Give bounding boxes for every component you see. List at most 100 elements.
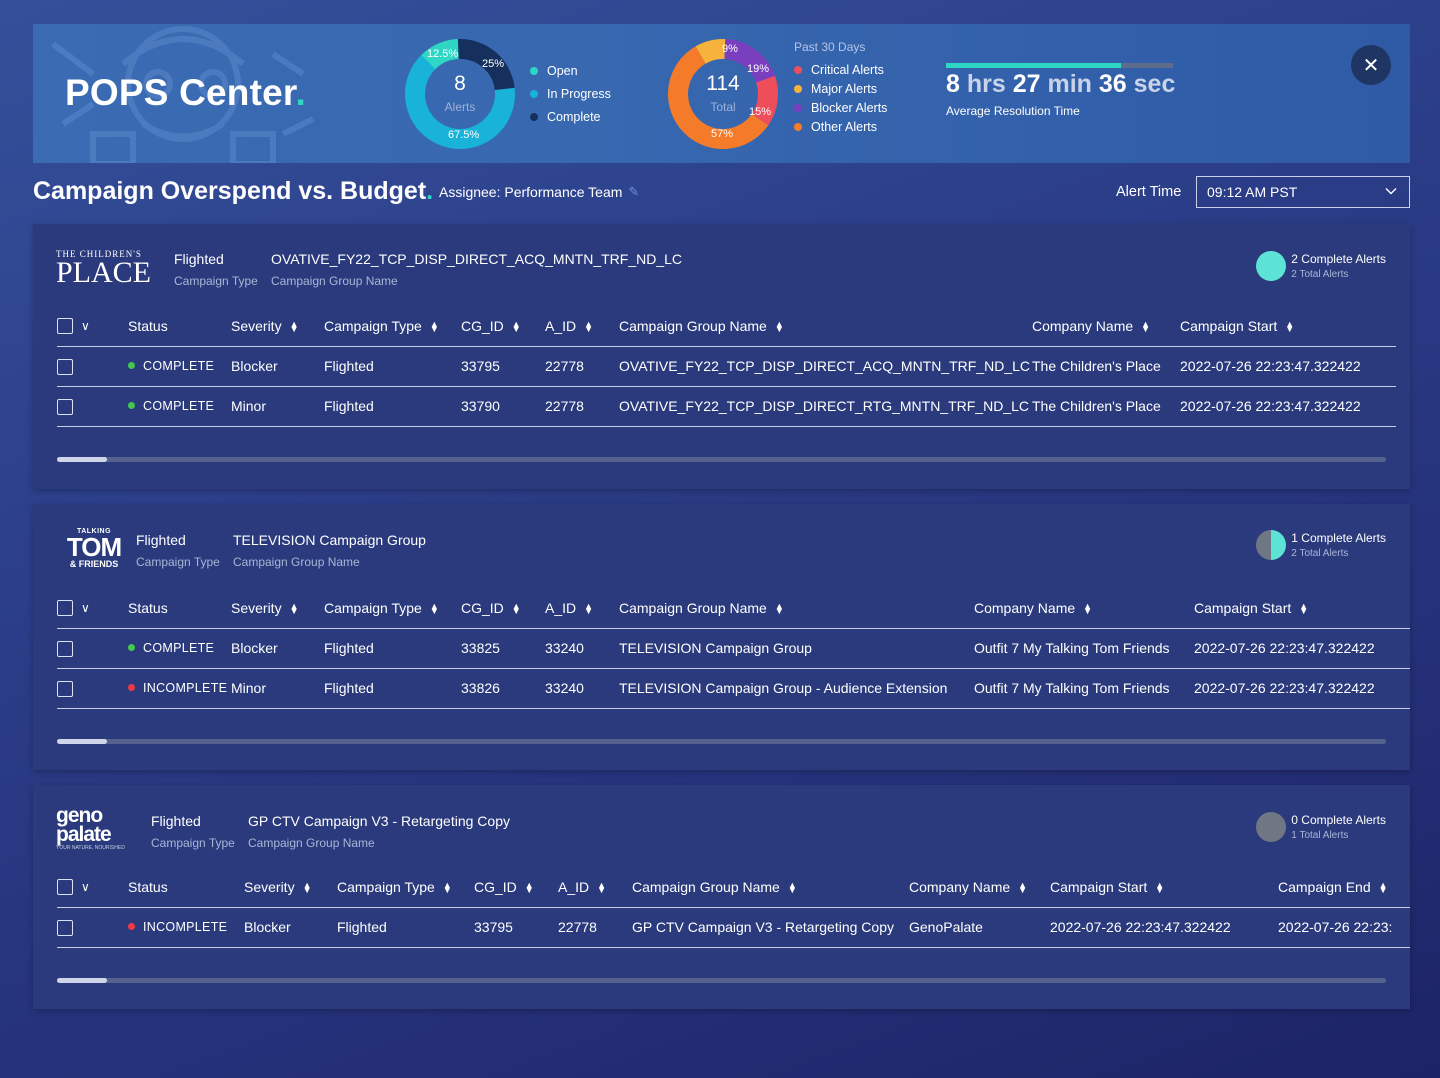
sort-icon[interactable]: ▲ ▼ (302, 880, 312, 896)
column-header[interactable]: Campaign Group Name ▲ ▼ (632, 878, 797, 896)
alert-summary: 0 Complete Alerts 1 Total Alerts (1256, 812, 1386, 842)
row-checkbox[interactable] (57, 358, 73, 375)
column-header[interactable]: CG_ID ▲ ▼ (474, 878, 534, 896)
sort-icon[interactable]: ▲ ▼ (289, 319, 299, 335)
close-button[interactable]: ✕ (1351, 45, 1391, 85)
sort-icon[interactable]: ▲ ▼ (787, 880, 797, 896)
chevron-down-icon[interactable]: ∨ (81, 601, 90, 616)
sort-icon[interactable]: ▲ ▼ (584, 319, 594, 335)
alert-summary: 1 Complete Alerts 2 Total Alerts (1256, 530, 1386, 560)
table-row[interactable]: COMPLETE Minor Flighted 33790 22778 OVAT… (57, 385, 1396, 427)
legend-dot (794, 65, 802, 74)
alerts-donut: 8 Alerts 12.5% 25% 67.5% (404, 38, 516, 150)
status-cell: COMPLETE (128, 385, 231, 427)
column-header[interactable]: Company Name ▲ ▼ (1032, 317, 1151, 335)
column-header[interactable]: Campaign End ▲ ▼ (1278, 878, 1388, 896)
sort-icon[interactable]: ▲ ▼ (584, 601, 594, 617)
cg-id-cell: 33826 (461, 667, 545, 709)
status-dot (128, 684, 135, 692)
legend-item-in-progress: In Progress (530, 82, 611, 105)
donut-segment-label: 67.5% (448, 129, 480, 141)
scrollbar-thumb[interactable] (57, 457, 107, 462)
column-header[interactable]: Campaign Type ▲ ▼ (324, 599, 439, 617)
sort-icon[interactable]: ▲ ▼ (429, 601, 439, 617)
column-header[interactable]: Campaign Start ▲ ▼ (1050, 878, 1165, 896)
horizontal-scrollbar[interactable] (57, 739, 1386, 744)
column-header[interactable]: Campaign Start ▲ ▼ (1180, 317, 1295, 335)
row-checkbox[interactable] (57, 680, 73, 697)
column-header[interactable]: Severity ▲ ▼ (231, 599, 299, 617)
column-header[interactable]: Campaign Type ▲ ▼ (324, 317, 439, 335)
severity-cell: Minor (231, 385, 324, 427)
column-header[interactable]: Campaign Start ▲ ▼ (1194, 599, 1309, 617)
column-header[interactable]: Campaign Type ▲ ▼ (337, 878, 452, 896)
chevron-down-icon[interactable]: ∨ (81, 880, 90, 895)
donut-segment-label: 57% (711, 128, 734, 140)
campaign-type-cell: Flighted (324, 667, 461, 709)
row-checkbox[interactable] (57, 919, 73, 936)
column-header[interactable]: Company Name ▲ ▼ (909, 878, 1028, 896)
horizontal-scrollbar[interactable] (57, 978, 1386, 983)
row-checkbox[interactable] (57, 398, 73, 415)
sort-icon[interactable]: ▲ ▼ (511, 319, 521, 335)
column-header[interactable]: CG_ID ▲ ▼ (461, 317, 521, 335)
column-header[interactable]: Severity ▲ ▼ (231, 317, 299, 335)
scrollbar-thumb[interactable] (57, 739, 107, 744)
campaign-type-cell: Flighted (324, 345, 461, 386)
sort-icon[interactable]: ▲ ▼ (597, 880, 607, 896)
table-row[interactable]: INCOMPLETE Blocker Flighted 33795 22778 … (57, 906, 1410, 948)
table-row[interactable]: INCOMPLETE Minor Flighted 33826 33240 TE… (57, 667, 1410, 709)
sort-icon[interactable]: ▲ ▼ (289, 601, 299, 617)
table-row[interactable]: COMPLETE Blocker Flighted 33795 22778 OV… (57, 345, 1396, 386)
campaign-type-meta: Flighted Campaign Type (136, 532, 220, 569)
sort-icon[interactable]: ▲ ▼ (1285, 319, 1295, 335)
cg-id-cell: 33795 (461, 345, 545, 386)
table-row[interactable]: COMPLETE Blocker Flighted 33825 33240 TE… (57, 627, 1410, 668)
completion-pie (1256, 251, 1287, 281)
edit-pencil-icon[interactable]: ✎ (628, 184, 640, 199)
campaign-start-cell: 2022-07-26 22:23:47.322422 (1194, 627, 1410, 668)
sort-icon[interactable]: ▲ ▼ (1378, 880, 1388, 896)
page-title: Campaign Overspend vs. Budget. (33, 177, 434, 205)
scrollbar-thumb[interactable] (57, 978, 107, 983)
company-cell: The Children's Place (1032, 345, 1180, 386)
select-all-checkbox[interactable] (57, 318, 73, 335)
column-header[interactable]: Company Name ▲ ▼ (974, 599, 1093, 617)
sort-icon[interactable]: ▲ ▼ (524, 880, 534, 896)
sort-icon[interactable]: ▲ ▼ (1299, 601, 1309, 617)
table-header-row: ∨ Status Severity ▲ ▼ Campaign Type ▲ ▼ CG_I… (57, 867, 1410, 907)
sort-icon[interactable]: ▲ ▼ (429, 319, 439, 335)
column-header[interactable]: Campaign Group Name ▲ ▼ (619, 599, 784, 617)
legend-item-major: Major Alerts (794, 79, 887, 98)
alert-time-select[interactable]: 09:12 AM PST (1196, 176, 1410, 208)
sort-icon[interactable]: ▲ ▼ (511, 601, 521, 617)
chevron-down-icon[interactable]: ∨ (81, 319, 90, 334)
sort-icon[interactable]: ▲ ▼ (774, 319, 784, 335)
sort-icon[interactable]: ▲ ▼ (1155, 880, 1165, 896)
column-header[interactable]: Campaign Group Name ▲ ▼ (619, 317, 784, 335)
column-header[interactable]: A_ID ▲ ▼ (558, 878, 607, 896)
alerts-table: ∨ Status Severity ▲ ▼ Campaign Type ▲ ▼ CG_I… (57, 588, 1410, 709)
sort-icon[interactable]: ▲ ▼ (774, 601, 784, 617)
sort-icon[interactable]: ▲ ▼ (1018, 880, 1028, 896)
row-checkbox[interactable] (57, 640, 73, 657)
column-header[interactable]: CG_ID ▲ ▼ (461, 599, 521, 617)
sort-icon[interactable]: ▲ ▼ (1083, 601, 1093, 617)
column-header[interactable]: Severity ▲ ▼ (244, 878, 312, 896)
select-all-checkbox[interactable] (57, 879, 73, 896)
alert-summary: 2 Complete Alerts 2 Total Alerts (1256, 251, 1386, 281)
legend-item-complete: Complete (530, 105, 611, 128)
status-cell: INCOMPLETE (128, 906, 244, 948)
column-header[interactable]: A_ID ▲ ▼ (545, 317, 594, 335)
legend-dot (794, 103, 802, 112)
donut-segment (668, 46, 769, 149)
sort-icon[interactable]: ▲ ▼ (442, 880, 452, 896)
app-title: POPS Center. (65, 72, 306, 113)
donut-segment (695, 39, 726, 64)
column-header[interactable]: A_ID ▲ ▼ (545, 599, 594, 617)
sort-icon[interactable]: ▲ ▼ (1141, 319, 1151, 335)
select-all-checkbox[interactable] (57, 600, 73, 617)
legend-dot (530, 66, 538, 75)
horizontal-scrollbar[interactable] (57, 457, 1386, 462)
status-cell: COMPLETE (128, 627, 231, 668)
